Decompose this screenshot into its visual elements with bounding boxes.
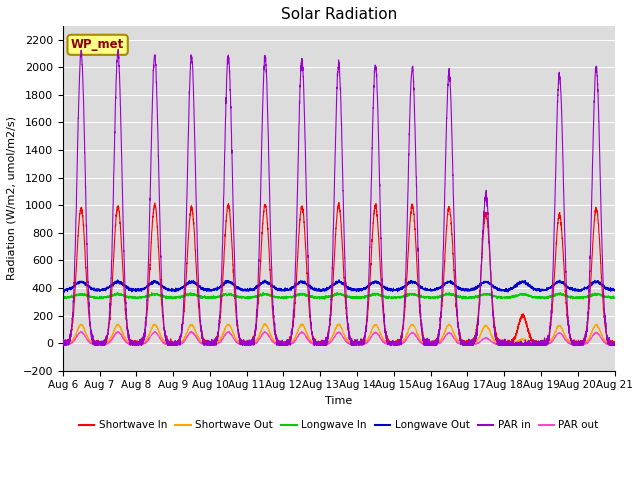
Legend: Shortwave In, Shortwave Out, Longwave In, Longwave Out, PAR in, PAR out: Shortwave In, Shortwave Out, Longwave In…	[74, 416, 603, 434]
X-axis label: Time: Time	[325, 396, 352, 406]
Y-axis label: Radiation (W/m2, umol/m2/s): Radiation (W/m2, umol/m2/s)	[7, 116, 17, 280]
Text: WP_met: WP_met	[71, 38, 124, 51]
Title: Solar Radiation: Solar Radiation	[280, 7, 397, 22]
